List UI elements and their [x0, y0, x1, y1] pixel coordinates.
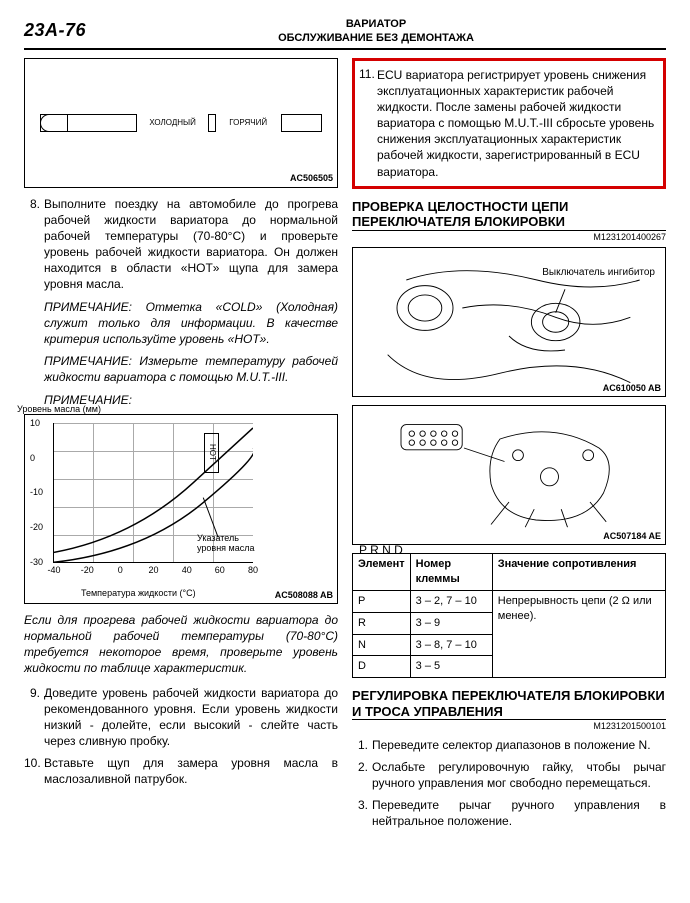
- sec2-p3: 3. Переведите рычаг ручного управления в…: [352, 797, 666, 829]
- dipstick-shape: ХОЛОДНЫЙ ГОРЯЧИЙ: [40, 114, 322, 132]
- switch-drawing: [359, 412, 659, 538]
- xtick: 80: [248, 564, 258, 576]
- para-num: 2.: [352, 759, 372, 791]
- table-row: P 3 – 2, 7 – 10 Непрерывность цепи (2 Ω …: [353, 590, 666, 612]
- para-text: Переведите рычаг ручного управления в не…: [372, 797, 666, 829]
- xtick: 60: [215, 564, 225, 576]
- para-num: 10.: [24, 755, 44, 787]
- ytick: -10: [30, 486, 43, 498]
- figure-code: AC610050 AB: [603, 382, 661, 394]
- x-axis-label: Температура жидкости (°C): [81, 587, 196, 599]
- para-9: 9. Доведите уровень рабочей жидкости вар…: [24, 685, 338, 750]
- para-text: Ослабьте регулировочную гайку, чтобы рыч…: [372, 759, 666, 791]
- dipstick-tip: [40, 114, 68, 132]
- para-num: 9.: [24, 685, 44, 750]
- pos-p: P: [359, 543, 367, 557]
- para-num: 11.: [359, 66, 375, 82]
- inhibitor-label: Выключатель ингибитор: [542, 266, 655, 280]
- cold-zone: ХОЛОДНЫЙ: [136, 114, 209, 132]
- ytick: 10: [30, 417, 40, 429]
- pos-n: N: [382, 543, 391, 557]
- pos-d: D: [394, 543, 403, 557]
- ecu-reset-callout: 11. ECU вариатора регистрирует уровень с…: [352, 58, 666, 189]
- section-adjustment: РЕГУЛИРОВКА ПЕРЕКЛЮЧАТЕЛЯ БЛОКИРОВКИ И Т…: [352, 688, 666, 720]
- dipstick-figure: ХОЛОДНЫЙ ГОРЯЧИЙ AC506505: [24, 58, 338, 188]
- para-num: 8.: [24, 196, 44, 293]
- para-num: 3.: [352, 797, 372, 829]
- th-terminal: Номер клеммы: [410, 554, 492, 591]
- note-1: ПРИМЕЧАНИЕ: Отметка «COLD» (Холодная) сл…: [44, 299, 338, 348]
- xtick: 40: [182, 564, 192, 576]
- note-2: ПРИМЕЧАНИЕ: Измерьте температуру рабочей…: [44, 353, 338, 385]
- para-8: 8. Выполните поездку на автомобиле до пр…: [24, 196, 338, 293]
- left-column: ХОЛОДНЫЙ ГОРЯЧИЙ AC506505 8. Выполните п…: [24, 58, 338, 836]
- para-text: Выполните поездку на автомобиле до прогр…: [44, 196, 338, 293]
- page-header: 23A-76 ВАРИАТОР ОБСЛУЖИВАНИЕ БЕЗ ДЕМОНТА…: [24, 18, 666, 50]
- inhibitor-switch-figure: P R N D AC507184 AE: [352, 405, 666, 545]
- para-text: ECU вариатора регистрирует уровень сниже…: [377, 68, 654, 179]
- para-text: Вставьте щуп для замера уровня масла в м…: [44, 755, 338, 787]
- para-10: 10. Вставьте щуп для замера уровня масла…: [24, 755, 338, 787]
- doc-code: M1231201500101: [352, 720, 666, 732]
- ytick: -20: [30, 521, 43, 533]
- xtick: -40: [47, 564, 60, 576]
- chart-plot-area: 10 0 -10 -20 -30 -40 -20 0 20 40 60 80 H…: [53, 423, 253, 563]
- right-column: 11. ECU вариатора регистрирует уровень с…: [352, 58, 666, 836]
- ytick: -30: [30, 556, 43, 568]
- oil-level-chart: Уровень масла (мм) 10 0 -10 -20 -30 -40 …: [24, 414, 338, 604]
- header-titles: ВАРИАТОР ОБСЛУЖИВАНИЕ БЕЗ ДЕМОНТАЖА: [86, 18, 666, 46]
- inhibitor-switch-location-figure: Выключатель ингибитор AC610050 AB: [352, 247, 666, 397]
- figure-code: AC508088 AB: [275, 589, 333, 601]
- para-text: Переведите селектор диапазонов в положен…: [372, 737, 666, 753]
- figure-code: AC506505: [290, 172, 333, 184]
- pointer-label: Указатель уровня масла: [197, 534, 257, 554]
- doc-code: M1231201400267: [352, 231, 666, 243]
- figure-code: AC507184 AE: [603, 530, 661, 542]
- hot-marker: HOT: [204, 433, 219, 473]
- title-sub: ОБСЛУЖИВАНИЕ БЕЗ ДЕМОНТАЖА: [86, 32, 666, 46]
- y-axis-label: Уровень масла (мм): [17, 403, 101, 415]
- sec2-p1: 1. Переведите селектор диапазонов в поло…: [352, 737, 666, 753]
- escape-note: Если для прогрева рабочей жидкости вариа…: [24, 612, 338, 677]
- two-column-layout: ХОЛОДНЫЙ ГОРЯЧИЙ AC506505 8. Выполните п…: [24, 58, 666, 836]
- terminal-resistance-table: Элемент Номер клеммы Значение сопротивле…: [352, 553, 666, 678]
- para-text: Доведите уровень рабочей жидкости вариат…: [44, 685, 338, 750]
- xtick: 0: [118, 564, 123, 576]
- section-circuit-check: ПРОВЕРКА ЦЕЛОСТНОСТИ ЦЕПИ ПЕРЕКЛЮЧАТЕЛЯ …: [352, 199, 666, 231]
- sec2-p2: 2. Ослабьте регулировочную гайку, чтобы …: [352, 759, 666, 791]
- para-num: 1.: [352, 737, 372, 753]
- pos-r: R: [370, 543, 379, 557]
- page-number: 23A-76: [24, 18, 86, 42]
- xtick: -20: [81, 564, 94, 576]
- hot-zone: ГОРЯЧИЙ: [215, 114, 282, 132]
- title-top: ВАРИАТОР: [86, 18, 666, 32]
- th-element: Элемент: [353, 554, 411, 591]
- th-value: Значение сопротивления: [492, 554, 665, 591]
- ytick: 0: [30, 451, 35, 463]
- xtick: 20: [148, 564, 158, 576]
